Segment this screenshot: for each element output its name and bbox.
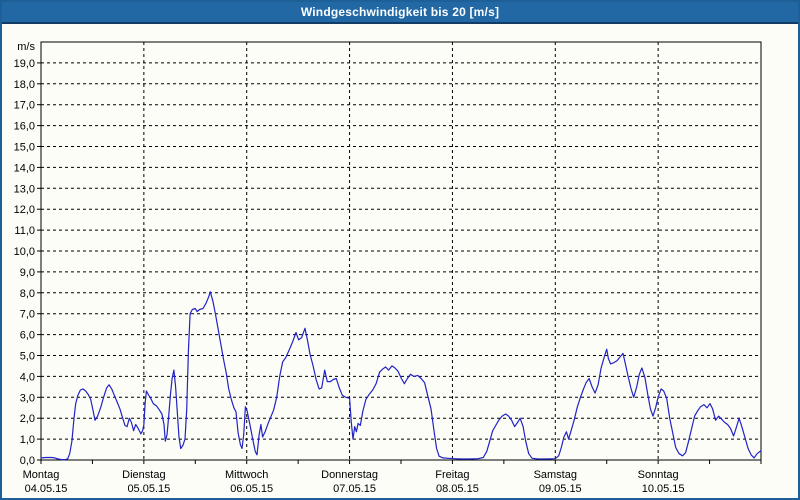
y-tick-label: 15,0 (14, 142, 35, 154)
y-tick-label: 3,0 (20, 392, 35, 404)
x-day-label: Freitag (435, 469, 469, 481)
y-tick-label: 14,0 (14, 162, 35, 174)
x-date-label: 08.05.15 (436, 483, 479, 495)
x-day-label: Donnerstag (321, 469, 378, 481)
y-tick-label: 19,0 (14, 58, 35, 70)
y-tick-label: 8,0 (20, 288, 35, 300)
y-tick-label: 12,0 (14, 204, 35, 216)
x-day-label: Dienstag (122, 469, 165, 481)
x-day-label: Samstag (534, 469, 577, 481)
y-tick-label: 4,0 (20, 371, 35, 383)
window-title-bar: Windgeschwindigkeit bis 20 [m/s] (2, 2, 798, 24)
x-date-label: 04.05.15 (25, 483, 68, 495)
y-tick-label: 0,0 (20, 455, 35, 467)
x-date-label: 06.05.15 (230, 483, 273, 495)
y-tick-label: 16,0 (14, 121, 35, 133)
y-tick-label: 18,0 (14, 79, 35, 91)
y-tick-label: 2,0 (20, 413, 35, 425)
y-tick-label: 9,0 (20, 267, 35, 279)
x-day-label: Mittwoch (225, 469, 268, 481)
y-tick-label: 6,0 (20, 330, 35, 342)
y-tick-label: 1,0 (20, 434, 35, 446)
y-tick-label: 7,0 (20, 309, 35, 321)
x-day-label: Montag (23, 469, 60, 481)
y-tick-label: 17,0 (14, 100, 35, 112)
wind-speed-chart-canvas: 0,0 1,0 2,0 3,0 4,0 5,0 6,0 7,0 8,0 9,0 10,0 11,0 12… (14, 41, 762, 495)
y-tick-label: 5,0 (20, 351, 35, 363)
x-date-label: 05.05.15 (127, 483, 170, 495)
x-day-label: Sonntag (638, 469, 679, 481)
y-tick-label: 13,0 (14, 183, 35, 195)
y-tick-label: 11,0 (14, 225, 35, 237)
wind-speed-line (40, 291, 762, 461)
x-date-label: 07.05.15 (333, 483, 376, 495)
y-axis-unit-label: m/s (17, 41, 35, 53)
y-tick-label: 10,0 (14, 246, 35, 258)
x-date-label: 10.05.15 (642, 483, 685, 495)
x-date-label: 09.05.15 (539, 483, 582, 495)
window-title: Windgeschwindigkeit bis 20 [m/s] (300, 5, 500, 19)
